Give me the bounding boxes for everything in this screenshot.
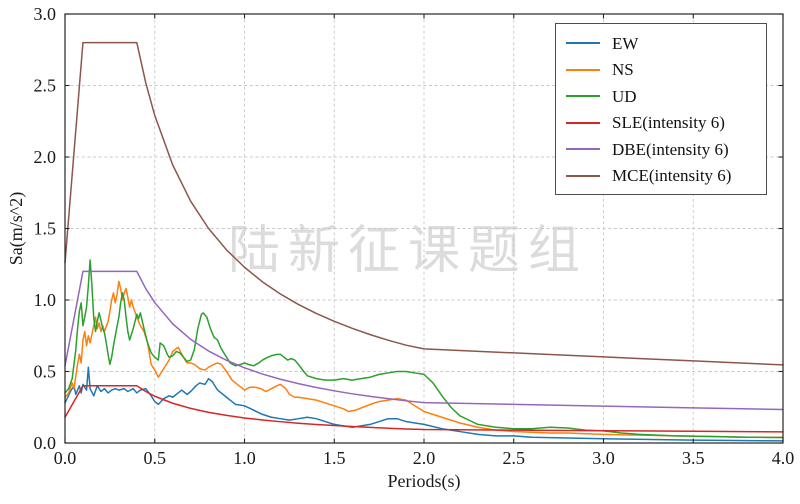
y-tick-label: 1.5 [34,219,57,239]
x-tick-label: 2.0 [413,448,436,468]
y-axis-label: Sa(m/s^2) [6,192,27,265]
ns-line-icon [566,68,600,71]
sle-line-icon [566,121,600,124]
legend-item-ns: NS [566,57,766,84]
tick-labels: 0.0 0.5 1.0 1.5 2.0 2.5 3.0 3.5 4.0 0.0 0.5 1.0 1.5 2… [6,4,794,492]
legend-label-sle: SLE(intensity 6) [612,113,725,133]
series-line-mce [64,41,784,366]
series-line-ew [64,366,784,442]
y-tick-label: 0.0 [34,433,57,453]
ud-line-icon [566,95,600,98]
series-line-ud [64,259,784,439]
ew-line-icon [566,42,600,45]
x-tick-label: 0.0 [54,448,77,468]
legend-label-ns: NS [612,60,634,80]
legend: EW NS UD SLE(intensity 6) DBE(intensity … [555,23,767,195]
x-tick-label: 1.5 [323,448,346,468]
x-tick-label: 4.0 [772,448,795,468]
dbe-line-icon [566,148,600,151]
series-line-sle [64,385,784,433]
watermark-text: 陆新征课题组 [228,223,589,280]
legend-item-dbe: DBE(intensity 6) [566,136,766,163]
x-tick-label: 1.0 [233,448,256,468]
y-tick-label: 3.0 [34,4,57,24]
series-lines [64,41,784,442]
legend-label-ew: EW [612,33,639,53]
legend-item-mce: MCE(intensity 6) [566,163,766,190]
tick-marks [64,13,784,444]
series-line-dbe [64,270,784,411]
mce-line-icon [566,174,600,177]
y-tick-label: 2.0 [34,147,57,167]
legend-label-mce: MCE(intensity 6) [612,166,732,186]
x-tick-label: 3.0 [592,448,615,468]
legend-item-ew: EW [566,30,766,57]
legend-item-sle: SLE(intensity 6) [566,110,766,137]
x-tick-label: 3.5 [682,448,705,468]
y-tick-label: 1.0 [34,290,57,310]
legend-label-dbe: DBE(intensity 6) [612,139,729,159]
legend-item-ud: UD [566,83,766,110]
x-axis-label: Periods(s) [388,471,461,492]
y-tick-label: 0.5 [34,362,57,382]
y-tick-label: 2.5 [34,76,57,96]
x-tick-label: 2.5 [503,448,526,468]
x-tick-label: 0.5 [144,448,167,468]
legend-label-ud: UD [612,86,637,106]
